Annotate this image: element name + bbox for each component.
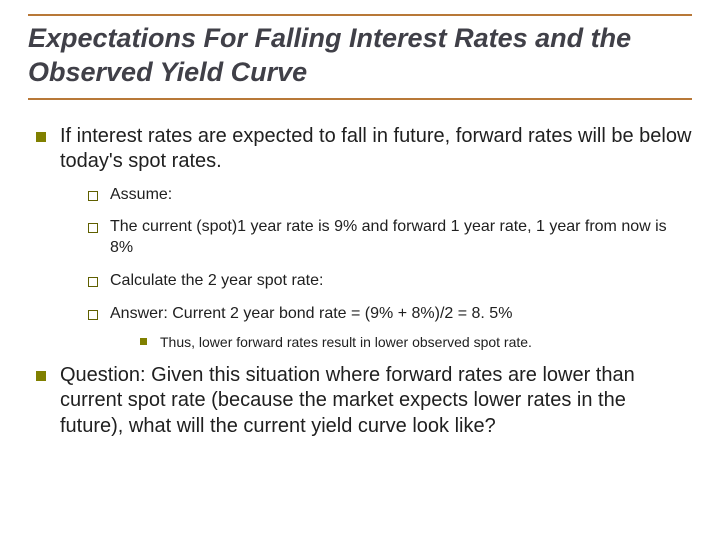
list-item: Assume: (88, 185, 692, 206)
list-item: Calculate the 2 year spot rate: (88, 271, 692, 292)
list-item-text: Calculate the 2 year spot rate: (110, 272, 323, 289)
slide-title: Expectations For Falling Interest Rates … (28, 18, 692, 96)
list-item: Answer: Current 2 year bond rate = (9% +… (88, 304, 692, 351)
list-item-text: Question: Given this situation where for… (60, 364, 635, 437)
slide-title-block: Expectations For Falling Interest Rates … (28, 14, 692, 108)
list-item: Question: Given this situation where for… (34, 363, 692, 440)
list-item-text: If interest rates are expected to fall i… (60, 125, 691, 173)
bullet-list-level2: Assume: The current (spot)1 year rate is… (60, 175, 692, 351)
list-item-text: The current (spot)1 year rate is 9% and … (110, 218, 667, 256)
list-item-text: Thus, lower forward rates result in lowe… (160, 334, 532, 350)
bullet-list-level1: If interest rates are expected to fall i… (28, 114, 692, 440)
list-item: The current (spot)1 year rate is 9% and … (88, 217, 692, 259)
list-item-text: Answer: Current 2 year bond rate = (9% +… (110, 305, 512, 322)
list-item: If interest rates are expected to fall i… (34, 124, 692, 351)
title-rule-bottom (28, 98, 692, 100)
bullet-list-level3: Thus, lower forward rates result in lowe… (110, 325, 692, 351)
list-item-text: Assume: (110, 186, 172, 203)
list-item: Thus, lower forward rates result in lowe… (138, 333, 692, 351)
title-rule-top (28, 14, 692, 16)
